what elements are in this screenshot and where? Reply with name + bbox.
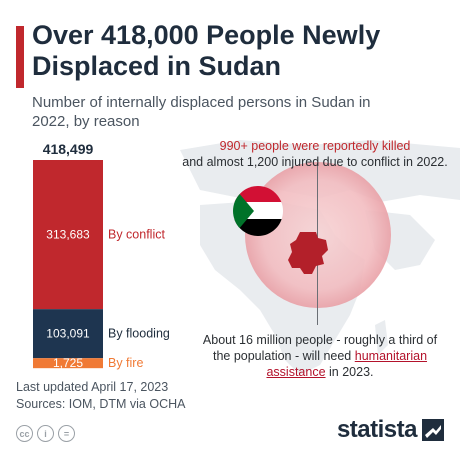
bar-value-label: 1,725 [53,356,83,370]
bar-category-label: By fire [108,356,143,370]
bar-category-label: By conflict [108,228,165,242]
page-title: Over 418,000 People Newly Displaced in S… [32,20,381,81]
humanitarian-text-2: in 2023. [329,365,374,379]
humanitarian-text-1: About 16 million people - roughly a thir… [202,333,438,363]
brand-mark-icon [422,419,444,441]
humanitarian-highlight: humanitarian assistance [266,349,428,379]
license-icons: cc i = [16,425,75,442]
bar-value-label: 103,091 [46,327,90,341]
nd-icon[interactable]: = [58,425,75,442]
title-accent-bar [16,26,24,88]
casualties-highlight: 990+ people were reportedly killed [219,139,411,153]
bar-segment-by-fire [33,358,103,369]
displacement-bar-chart: 418,499 313,683 By conflict 103,091 By flood… [33,141,170,370]
bar-total-label: 418,499 [43,141,94,157]
statista-logo[interactable]: statista [337,416,444,444]
by-icon[interactable]: i [37,425,54,442]
cc-icon[interactable]: cc [16,425,33,442]
last-updated-text: Last updated April 17, 2023 [16,380,169,394]
sudan-map-icon [286,230,330,278]
madagascar-landmass [375,320,388,355]
bar-segment-by-flooding [33,309,103,359]
bar-segment-by-conflict [33,160,103,310]
bar-category-label: By flooding [108,327,170,341]
casualties-annotation: 990+ people were reportedly killed and a… [170,138,460,170]
focus-circle [245,162,391,308]
sudan-flag-icon [232,185,284,237]
page-subtitle: Number of internally displaced persons i… [32,94,371,130]
bar-value-label: 313,683 [46,228,90,242]
sources-text: Sources: IOM, DTM via OCHA [16,397,186,411]
brand-wordmark: statista [336,416,418,443]
humanitarian-annotation: About 16 million people - roughly a thir… [195,332,445,380]
casualties-detail: and almost 1,200 injured due to conflict… [182,155,448,169]
